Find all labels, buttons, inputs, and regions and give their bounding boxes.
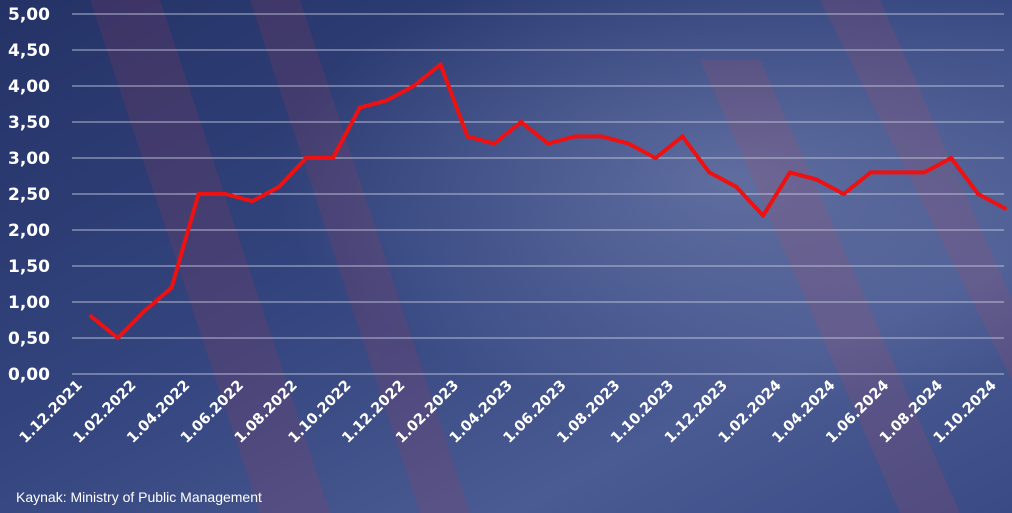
data-point bbox=[277, 184, 282, 189]
data-point bbox=[115, 336, 120, 340]
y-tick-label: 4,00 bbox=[8, 77, 50, 97]
data-point bbox=[304, 156, 309, 160]
data-point bbox=[976, 192, 981, 196]
data-point bbox=[761, 213, 766, 218]
data-point bbox=[492, 141, 497, 146]
y-tick-label: 2,50 bbox=[8, 185, 50, 205]
data-point bbox=[465, 134, 470, 139]
data-point bbox=[1003, 206, 1007, 211]
data-point bbox=[357, 105, 362, 110]
data-point bbox=[384, 98, 389, 103]
data-point bbox=[680, 134, 685, 139]
background-stripes bbox=[90, 0, 1012, 513]
data-point bbox=[653, 156, 658, 160]
data-point bbox=[626, 141, 631, 146]
data-point bbox=[949, 156, 954, 160]
data-point bbox=[250, 199, 255, 204]
data-point bbox=[89, 314, 93, 319]
data-point bbox=[572, 134, 577, 139]
y-tick-label: 1,50 bbox=[8, 257, 50, 277]
data-point bbox=[546, 141, 550, 146]
data-point bbox=[922, 170, 927, 175]
series-layer bbox=[89, 62, 1007, 340]
y-tick-label: 4,50 bbox=[8, 41, 50, 61]
y-tick-label: 3,00 bbox=[8, 149, 50, 169]
y-axis: 0,00 0,50 1,00 1,50 2,00 2,50 3,00 3,50 4,00 4,50… bbox=[8, 5, 50, 385]
data-point bbox=[142, 308, 147, 313]
data-point bbox=[599, 134, 604, 139]
data-point bbox=[519, 120, 524, 124]
source-note: Kaynak: Ministry of Public Management bbox=[16, 489, 262, 505]
data-point bbox=[814, 177, 819, 182]
data-point bbox=[895, 170, 900, 175]
data-point bbox=[787, 170, 792, 175]
data-point bbox=[196, 192, 201, 196]
data-point bbox=[438, 62, 443, 67]
y-tick-label: 0,50 bbox=[8, 329, 50, 349]
data-point bbox=[707, 170, 712, 175]
y-tick-label: 5,00 bbox=[8, 5, 50, 25]
data-point bbox=[330, 156, 335, 160]
data-point bbox=[223, 192, 228, 196]
grid bbox=[72, 13, 1004, 375]
data-point bbox=[841, 192, 846, 196]
y-tick-label: 2,00 bbox=[8, 221, 50, 241]
data-point bbox=[411, 84, 416, 88]
data-point bbox=[734, 184, 739, 189]
y-tick-label: 1,00 bbox=[8, 293, 50, 313]
y-tick-label: 0,00 bbox=[8, 365, 50, 385]
y-tick-label: 3,50 bbox=[8, 113, 50, 133]
data-point bbox=[868, 170, 873, 175]
data-point bbox=[169, 285, 174, 290]
